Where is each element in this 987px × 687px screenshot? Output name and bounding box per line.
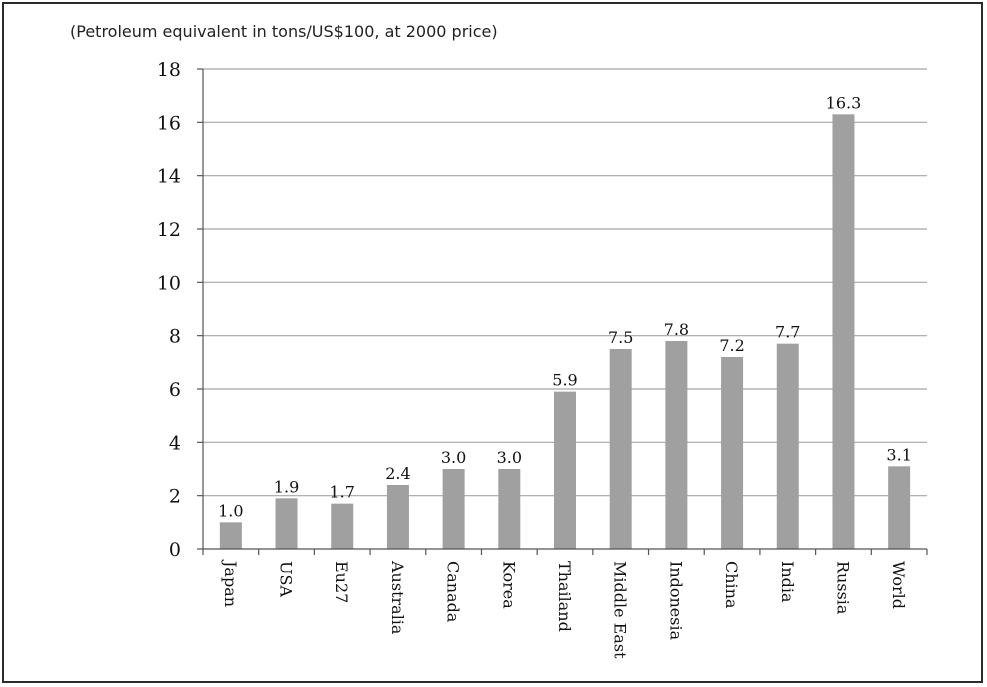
y-tick-label: 4 (169, 432, 181, 454)
data-label: 7.2 (719, 336, 744, 355)
x-category-label: Korea (499, 561, 518, 609)
bar-world (888, 466, 911, 549)
y-tick-label: 16 (157, 112, 181, 134)
labels: 0 2 4 6 8 10 12 14 16 18 1.0 Japan 1.9 USA 1.7 Eu27 2.4 A… (157, 59, 912, 659)
bar-thailand (554, 391, 576, 549)
data-label: 2.4 (385, 464, 410, 483)
y-tick-label: 0 (169, 539, 181, 561)
x-category-label: Japan (221, 559, 240, 607)
bar-indonesia (665, 341, 688, 549)
data-label: 1.0 (218, 501, 243, 520)
x-category-label: China (722, 561, 741, 609)
x-category-label: Canada (444, 561, 463, 623)
x-category-label: Eu27 (332, 561, 351, 603)
x-category-label: India (778, 561, 797, 603)
x-category-label: Indonesia (666, 561, 685, 641)
bar-usa (275, 498, 298, 549)
x-category-label: Australia (388, 560, 407, 635)
bar-eu27 (331, 503, 354, 549)
y-tick-label: 10 (157, 272, 181, 294)
bar-australia (386, 485, 409, 549)
bar-korea (498, 469, 521, 549)
data-label: 3.0 (497, 448, 522, 467)
y-tick-label: 8 (169, 326, 181, 348)
data-label: 3.1 (886, 445, 911, 464)
bar-china (721, 357, 744, 549)
data-label: 7.5 (608, 328, 633, 347)
data-label: 7.7 (775, 323, 800, 342)
data-label: 3.0 (441, 448, 466, 467)
axes (197, 68, 928, 555)
data-label: 5.9 (552, 371, 577, 390)
bar-russia (832, 114, 855, 549)
y-tick-label: 14 (157, 166, 181, 188)
bar-japan (219, 522, 242, 549)
bar-middle-east (609, 349, 632, 549)
y-tick-label: 18 (157, 59, 181, 81)
y-tick-label: 6 (169, 379, 181, 401)
x-category-label: Thailand (555, 561, 574, 632)
y-tick-label: 12 (157, 219, 181, 241)
x-category-label: USA (277, 561, 296, 597)
x-category-label: Middle East (611, 561, 630, 659)
x-category-label: Russia (833, 561, 852, 615)
bar-india (776, 343, 799, 549)
bar-canada (442, 469, 465, 549)
data-label: 1.9 (274, 477, 299, 496)
data-label: 1.7 (330, 483, 355, 502)
chart-subtitle: (Petroleum equivalent in tons/US$100, at… (70, 22, 498, 41)
y-tick-label: 2 (169, 486, 181, 508)
data-label: 16.3 (826, 93, 862, 112)
x-category-label: World (889, 561, 908, 609)
bars (219, 114, 911, 549)
data-label: 7.8 (664, 320, 689, 339)
